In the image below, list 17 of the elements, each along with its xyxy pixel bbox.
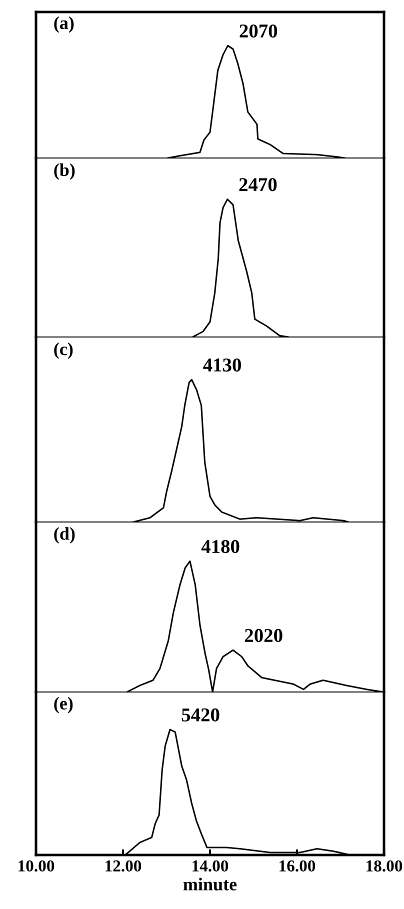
- x-tick-label: 18.00: [366, 860, 402, 872]
- chart-title: (a): [54, 16, 74, 33]
- x-tick-label: 12.00: [106, 860, 142, 872]
- annotation: 4130: [203, 358, 241, 372]
- annotation: 4180: [201, 540, 240, 554]
- annotation: 2070: [240, 24, 278, 38]
- x-axis-title: minute: [183, 878, 237, 890]
- x-tick-label: 14.00: [192, 860, 228, 872]
- annotation: 2470: [239, 178, 277, 192]
- chart-title: (c): [54, 342, 73, 359]
- annotation: 2020: [244, 628, 282, 642]
- x-tick-label: 10.00: [18, 860, 54, 872]
- annotation: 5420: [182, 708, 220, 722]
- chart-title: (d): [54, 527, 75, 544]
- x-tick-label: 16.00: [280, 860, 316, 872]
- chart-title: (e): [54, 696, 73, 714]
- chart-title: (b): [54, 163, 75, 180]
